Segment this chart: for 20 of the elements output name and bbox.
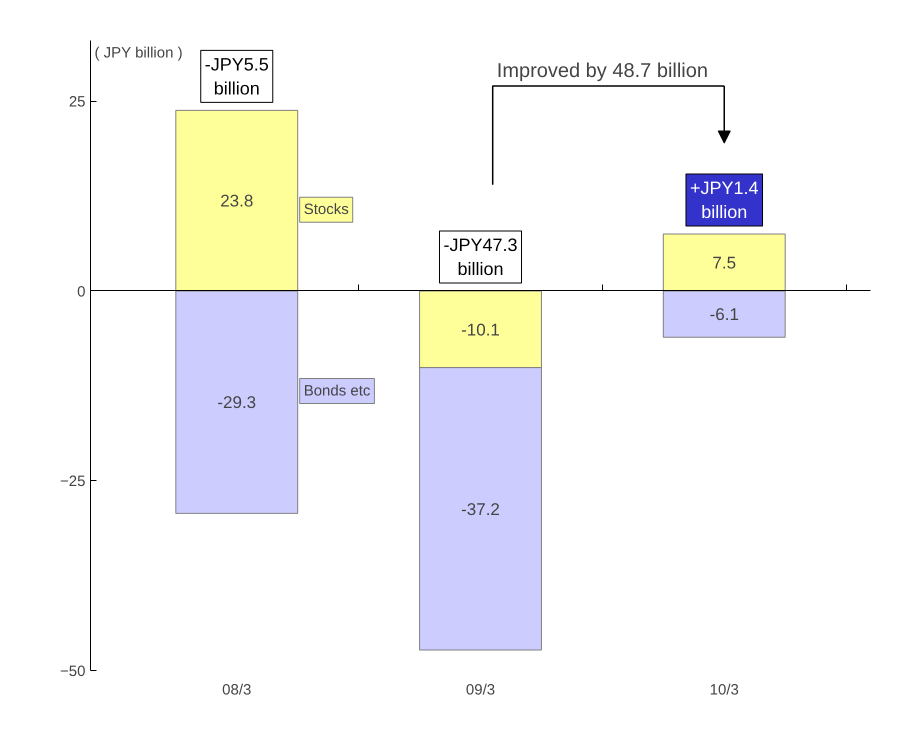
data-label: -37.2 — [461, 500, 500, 519]
y-tick-label: 0 — [77, 283, 86, 300]
annotation: Improved by 48.7 billion — [496, 60, 708, 82]
y-tick-label: −25 — [60, 473, 86, 490]
data-label: -29.3 — [217, 393, 256, 412]
total-label: -JPY5.5 billion — [204, 54, 269, 98]
y-axis-title: ( JPY billion ) — [94, 44, 183, 62]
total-label: -JPY47.3 billion — [443, 234, 518, 279]
x-tick-label: 09/3 — [466, 682, 496, 698]
data-label: -6.1 — [710, 305, 739, 324]
series-label: Stocks — [304, 201, 349, 218]
y-tick-label: 25 — [68, 94, 86, 111]
data-label: -10.1 — [461, 320, 500, 340]
x-tick-label: 08/3 — [222, 682, 252, 698]
series-label: Bonds etc — [304, 382, 371, 400]
x-tick-label: 10/3 — [710, 682, 739, 698]
data-label: 23.8 — [220, 192, 254, 211]
data-label: 7.5 — [712, 254, 736, 273]
y-tick-label: −50 — [60, 663, 86, 680]
total-label: +JPY1.4 billion — [690, 178, 759, 222]
